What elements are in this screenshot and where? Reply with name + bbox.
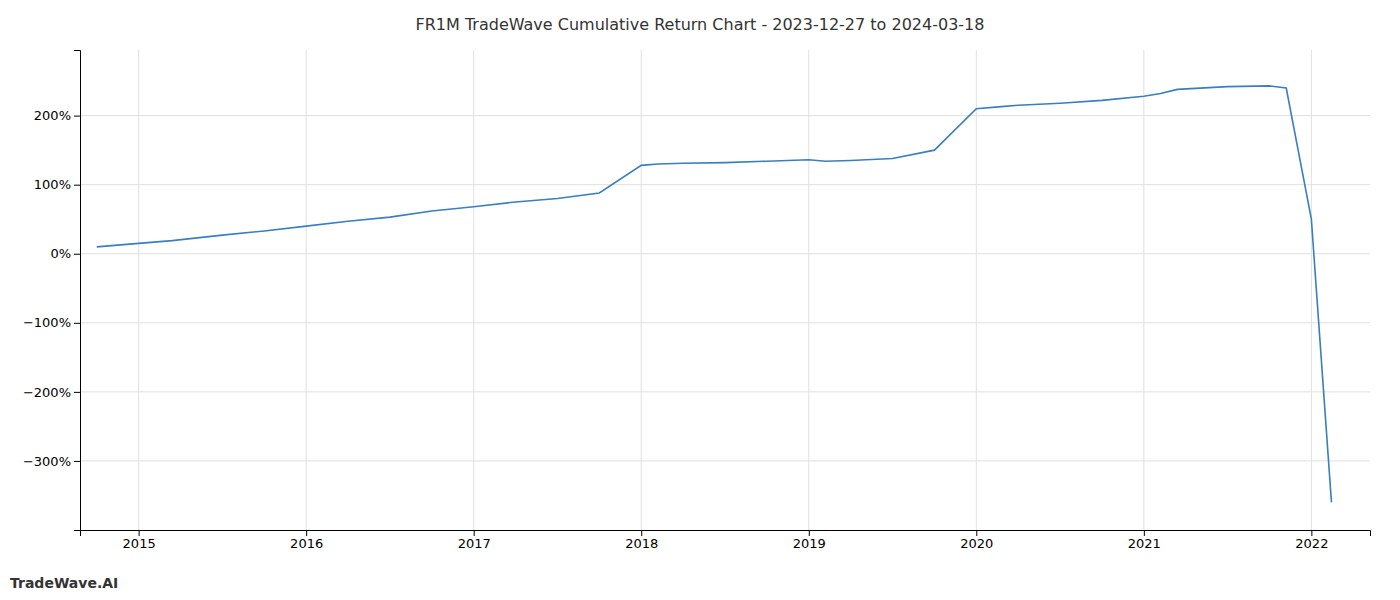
watermark: TradeWave.AI <box>10 575 118 591</box>
grid <box>80 50 1370 530</box>
grid-line-x <box>473 50 474 530</box>
x-tick: 2019 <box>793 530 826 551</box>
grid-line-y <box>80 253 1370 254</box>
y-tick: 200% <box>34 108 80 123</box>
grid-line-x <box>641 50 642 530</box>
y-tick-mark <box>74 185 80 186</box>
chart: 2015 2016 2017 2018 2019 2020 2021 2022 −300% −20… <box>0 0 1400 600</box>
y-tick-label: −100% <box>23 315 71 330</box>
x-tick: 2017 <box>458 530 491 551</box>
x-tick: 2018 <box>625 530 658 551</box>
x-tick: 2016 <box>290 530 323 551</box>
y-tick-label: 100% <box>34 177 71 192</box>
x-tick-label: 2022 <box>1295 536 1328 551</box>
grid-line-x <box>1143 50 1144 530</box>
y-tick-mark <box>74 323 80 324</box>
y-tick-label: −200% <box>23 385 71 400</box>
grid-line-x <box>976 50 977 530</box>
y-tick-label: 200% <box>34 108 71 123</box>
grid-line-y <box>80 322 1370 323</box>
grid-line-y <box>80 391 1370 392</box>
y-axis: −300% −200% −100% 0% 100% 200% <box>23 51 81 531</box>
grid-line-x <box>808 50 809 530</box>
x-tick-mark <box>1144 530 1145 536</box>
x-tick-mark <box>641 530 642 536</box>
plot-area <box>97 86 1332 502</box>
x-tick: 2020 <box>960 530 993 551</box>
y-tick: −200% <box>23 385 80 400</box>
x-tick-mark <box>306 530 307 536</box>
x-tick-label: 2021 <box>1128 536 1161 551</box>
grid-line-x <box>138 50 139 530</box>
y-tick: −300% <box>23 454 80 469</box>
x-tick-label: 2018 <box>625 536 658 551</box>
x-tick-label: 2020 <box>960 536 993 551</box>
grid-line-x <box>306 50 307 530</box>
y-tick: 100% <box>34 177 80 192</box>
grid-line-x <box>1311 50 1312 530</box>
x-tick-mark <box>976 530 977 536</box>
x-tick: 2015 <box>123 530 156 551</box>
x-tick: 2021 <box>1128 530 1161 551</box>
x-tick-mark <box>474 530 475 536</box>
grid-line-y <box>80 115 1370 116</box>
x-tick-label: 2015 <box>123 536 156 551</box>
x-tick-label: 2016 <box>290 536 323 551</box>
x-tick: 2022 <box>1295 530 1328 551</box>
y-tick: −100% <box>23 315 80 330</box>
grid-line-y <box>80 184 1370 185</box>
x-axis: 2015 2016 2017 2018 2019 2020 2021 2022 <box>81 530 1371 551</box>
x-tick-mark <box>139 530 140 536</box>
x-tick-label: 2019 <box>793 536 826 551</box>
x-tick-mark <box>809 530 810 536</box>
x-tick-label: 2017 <box>458 536 491 551</box>
x-tick-mark <box>1311 530 1312 536</box>
y-tick-mark <box>74 461 80 462</box>
line <box>97 86 1332 502</box>
y-tick-mark <box>74 392 80 393</box>
grid-line-y <box>80 460 1370 461</box>
title: FR1M TradeWave Cumulative Return Chart -… <box>416 15 985 34</box>
y-tick-label: −300% <box>23 454 71 469</box>
y-tick-mark <box>74 254 80 255</box>
y-tick: 0% <box>50 246 80 261</box>
y-tick-mark <box>74 116 80 117</box>
y-axis-line <box>74 51 81 531</box>
x-axis-line <box>81 531 1371 537</box>
y-tick-label: 0% <box>50 246 71 261</box>
